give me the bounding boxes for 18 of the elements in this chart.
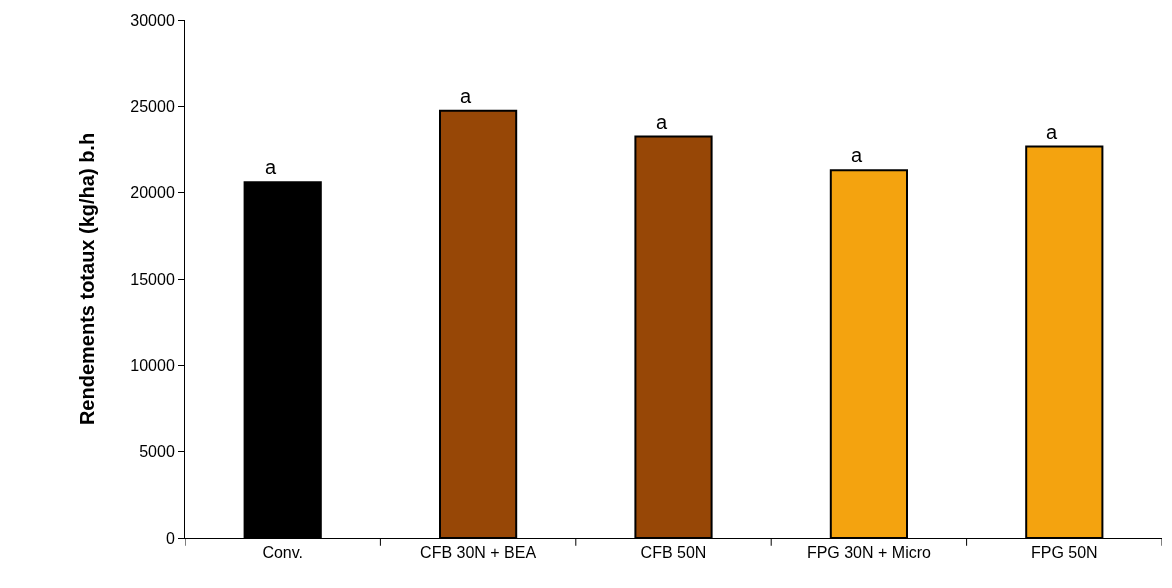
- x-tick-label: CFB 30N + BEA: [420, 544, 537, 562]
- y-axis-title: Rendements totaux (kg/ha) b.h: [75, 132, 98, 426]
- x-tick-label: FPG 50N: [1030, 544, 1098, 562]
- y-tick-label: 10000: [130, 356, 175, 374]
- annotation: a: [265, 156, 277, 178]
- y-tick-label: 25000: [130, 97, 175, 115]
- annotation: a: [460, 85, 472, 107]
- y-tick-label: 15000: [130, 270, 175, 288]
- x-tick-label: Conv.: [262, 544, 303, 562]
- y-tick-label: 20000: [130, 184, 175, 202]
- y-tick-label: 5000: [139, 443, 175, 461]
- annotation: a: [656, 111, 668, 133]
- x-tick-label: CFB 50N: [640, 544, 707, 562]
- y-tick-label: 30000: [130, 11, 175, 29]
- y-tick-label: 0: [165, 529, 175, 547]
- annotation: a: [1046, 121, 1058, 143]
- x-tick-label: FPG 30N + Micro: [806, 544, 932, 562]
- annotation: a: [851, 144, 863, 166]
